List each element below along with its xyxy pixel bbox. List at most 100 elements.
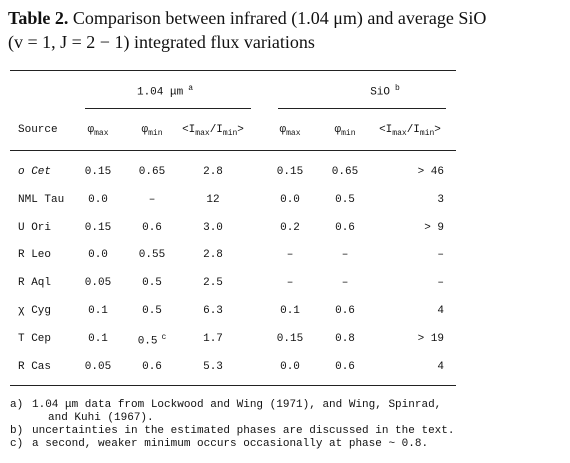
source-cell: R Leo (18, 249, 52, 262)
symbol: φ (334, 124, 342, 136)
symbol: > (237, 124, 244, 136)
column-header: <Imax/Imin> (178, 124, 248, 138)
column-header: <Imax/Imin> (370, 124, 450, 138)
footnote-text: uncertainties in the estimated phases ar… (32, 425, 455, 437)
top-rule (10, 70, 456, 71)
table-cell: 4 (437, 360, 444, 373)
table-cell: 0.2 (280, 221, 300, 234)
table-cell: – (437, 249, 444, 262)
symbol: <I (182, 124, 196, 136)
table-cell: – (148, 193, 156, 206)
table-cell: 0.0 (88, 193, 108, 206)
table-cell: 6.3 (203, 305, 223, 317)
source-cell: o Cet (18, 166, 52, 178)
bottom-rule (10, 385, 456, 386)
table-cell: 12 (206, 193, 220, 206)
table-cell: – (437, 277, 444, 290)
subscript: max (286, 129, 301, 139)
subscript: min (419, 129, 435, 139)
group-header: 1.04 μm a (100, 84, 230, 99)
table-cell: – (341, 249, 349, 262)
table-cell: 0.65 (138, 166, 166, 178)
column-header: φmax (78, 124, 118, 138)
table-cell: 0.5 (335, 193, 355, 206)
table-cell: > 19 (417, 332, 444, 345)
table-cell: 2.8 (203, 166, 223, 178)
table-cell: > 9 (424, 221, 444, 234)
table-cell: 0.65 (331, 166, 359, 178)
table-cell: 0.1 (280, 305, 300, 317)
group-rule (278, 108, 446, 109)
table-cell: 4 (437, 305, 444, 317)
cell-text: 0.5 (137, 335, 158, 348)
table-cell: 0.1 (88, 332, 108, 345)
table-cell: 0.5 (142, 305, 162, 317)
footnote-text: 1.04 μm data from Lockwood and Wing (197… (32, 399, 442, 411)
table-cell: 0.15 (276, 332, 304, 345)
table-cell: 0.1 (88, 305, 108, 317)
table-cell: 5.3 (203, 360, 223, 373)
table-cell: – (286, 277, 294, 290)
table-cell: 0.0 (280, 193, 300, 206)
symbol: φ (279, 124, 287, 136)
symbol: > (434, 124, 441, 136)
symbol: φ (141, 124, 149, 136)
table-cell: 0.05 (84, 277, 112, 290)
table-cell: – (286, 249, 294, 262)
source-cell: NML Tau (18, 193, 65, 206)
table-cell: 1.7 (203, 332, 223, 345)
subscript: max (94, 129, 109, 139)
table-cell: 2.5 (203, 277, 223, 290)
footnote-text: a second, weaker minimum occurs occasion… (32, 438, 429, 450)
column-header: φmin (132, 124, 172, 138)
subscript: min (222, 129, 238, 139)
table-cell: 0.15 (84, 221, 112, 234)
footnote-mark: b) (10, 425, 24, 437)
group-rule (85, 108, 251, 109)
subscript: min (148, 129, 163, 139)
footnote-text: and Kuhi (1967). (48, 412, 154, 424)
header-rule (10, 150, 456, 151)
caption-line: Table 2. Comparison between infrared (1.… (8, 8, 486, 29)
table-cell: 0.15 (84, 166, 112, 178)
symbol: φ (87, 124, 95, 136)
group-header: SiO b (330, 84, 440, 99)
table-cell: 3 (437, 193, 444, 206)
table-cell: 0.6 (142, 221, 162, 234)
subscript: min (341, 129, 356, 139)
column-header: φmin (325, 124, 365, 138)
table-cell: – (341, 277, 349, 290)
source-cell: R Aql (18, 277, 52, 290)
footnote-mark: c) (10, 438, 24, 450)
table-cell: 0.6 (335, 360, 355, 373)
column-header: Source (18, 124, 58, 136)
table-cell: 0.5 c (132, 333, 172, 348)
caption-line: (v = 1, J = 2 − 1) integrated flux varia… (8, 32, 315, 52)
group-title: 1.04 μm (136, 86, 184, 99)
table-cell: 0.5 (142, 277, 162, 290)
footnote-mark: b (395, 84, 400, 93)
source-cell: U Ori (18, 221, 52, 234)
symbol: /I (209, 124, 223, 136)
caption-label: Table 2. (8, 8, 69, 28)
table-cell: 0.15 (276, 166, 304, 178)
symbol: /I (406, 124, 420, 136)
group-title: SiO (370, 86, 390, 99)
table-cell: 0.6 (335, 221, 355, 234)
source-cell: T Cep (18, 332, 52, 345)
source-cell: χ Cyg (18, 305, 52, 317)
table-cell: 0.05 (84, 360, 112, 373)
table-cell: 0.0 (280, 360, 300, 373)
footnote-mark: c (161, 332, 167, 342)
table-cell: 2.8 (203, 249, 223, 262)
table-cell: 0.55 (138, 249, 166, 262)
table-cell: 0.0 (88, 249, 108, 262)
table-cell: 0.6 (335, 305, 355, 317)
caption-text: Comparison between infrared (1.04 μm) an… (72, 8, 487, 28)
column-header: φmax (270, 124, 310, 138)
table-cell: 3.0 (203, 221, 223, 234)
table-cell: 0.6 (142, 360, 162, 373)
subscript: max (195, 129, 210, 139)
source-cell: R Cas (18, 360, 52, 373)
